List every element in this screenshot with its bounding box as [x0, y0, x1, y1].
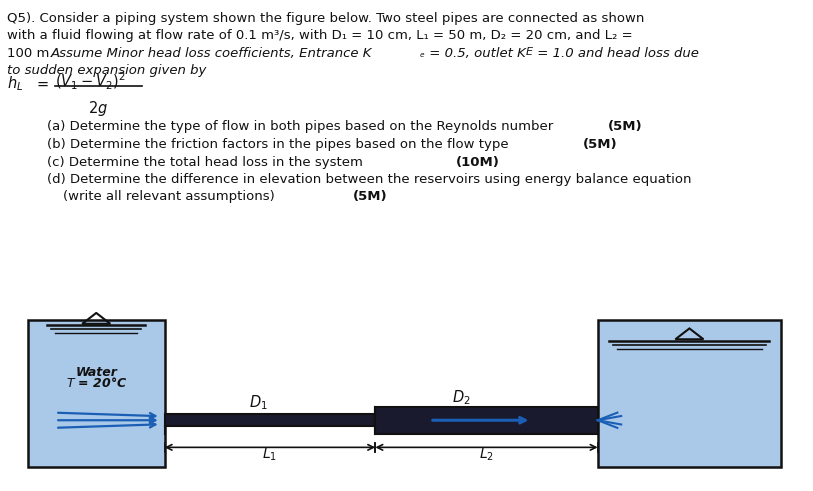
Text: (write all relevant assumptions): (write all relevant assumptions) [63, 190, 280, 202]
Text: (5M): (5M) [583, 138, 618, 151]
Text: $2g$: $2g$ [88, 99, 108, 118]
Text: $L_2$: $L_2$ [479, 446, 494, 463]
Bar [376, 407, 598, 434]
Text: $h_L$: $h_L$ [7, 75, 23, 93]
Text: = 0.5, outlet K: = 0.5, outlet K [425, 47, 526, 59]
Text: (10M): (10M) [456, 156, 500, 168]
Text: (a) Determine the type of flow in both pipes based on the Reynolds number: (a) Determine the type of flow in both p… [47, 120, 558, 133]
Text: = 1.0 and head loss due: = 1.0 and head loss due [533, 47, 698, 59]
Text: $L_1$: $L_1$ [263, 446, 277, 463]
Text: 100 m.: 100 m. [7, 47, 57, 59]
Text: $T$ = 20°C: $T$ = 20°C [66, 376, 127, 390]
Text: ₑ: ₑ [420, 47, 424, 59]
Bar [28, 320, 164, 467]
Text: to sudden expansion given by: to sudden expansion given by [7, 64, 206, 77]
Text: E: E [526, 47, 533, 56]
Text: $D_1$: $D_1$ [249, 393, 267, 412]
Text: $(V_1 - V_2)^2$: $(V_1 - V_2)^2$ [55, 71, 126, 92]
Bar [164, 414, 376, 426]
Text: (5M): (5M) [608, 120, 643, 133]
Text: (5M): (5M) [353, 190, 388, 202]
Text: $D_2$: $D_2$ [452, 388, 471, 407]
Text: Assume Minor head loss coefficients, Entrance K: Assume Minor head loss coefficients, Ent… [50, 47, 372, 59]
Text: (d) Determine the difference in elevation between the reservoirs using energy ba: (d) Determine the difference in elevatio… [47, 173, 692, 186]
Text: (c) Determine the total head loss in the system: (c) Determine the total head loss in the… [47, 156, 367, 168]
Text: with a fluid flowing at flow rate of 0.1 m³/s, with D₁ = 10 cm, L₁ = 50 m, D₂ = : with a fluid flowing at flow rate of 0.1… [7, 29, 633, 42]
Text: (b) Determine the friction factors in the pipes based on the flow type: (b) Determine the friction factors in th… [47, 138, 513, 151]
Text: =: = [37, 77, 49, 91]
Text: Water: Water [76, 366, 117, 379]
Bar [598, 320, 781, 467]
Text: Q5). Consider a piping system shown the figure below. Two steel pipes are connec: Q5). Consider a piping system shown the … [7, 12, 644, 25]
